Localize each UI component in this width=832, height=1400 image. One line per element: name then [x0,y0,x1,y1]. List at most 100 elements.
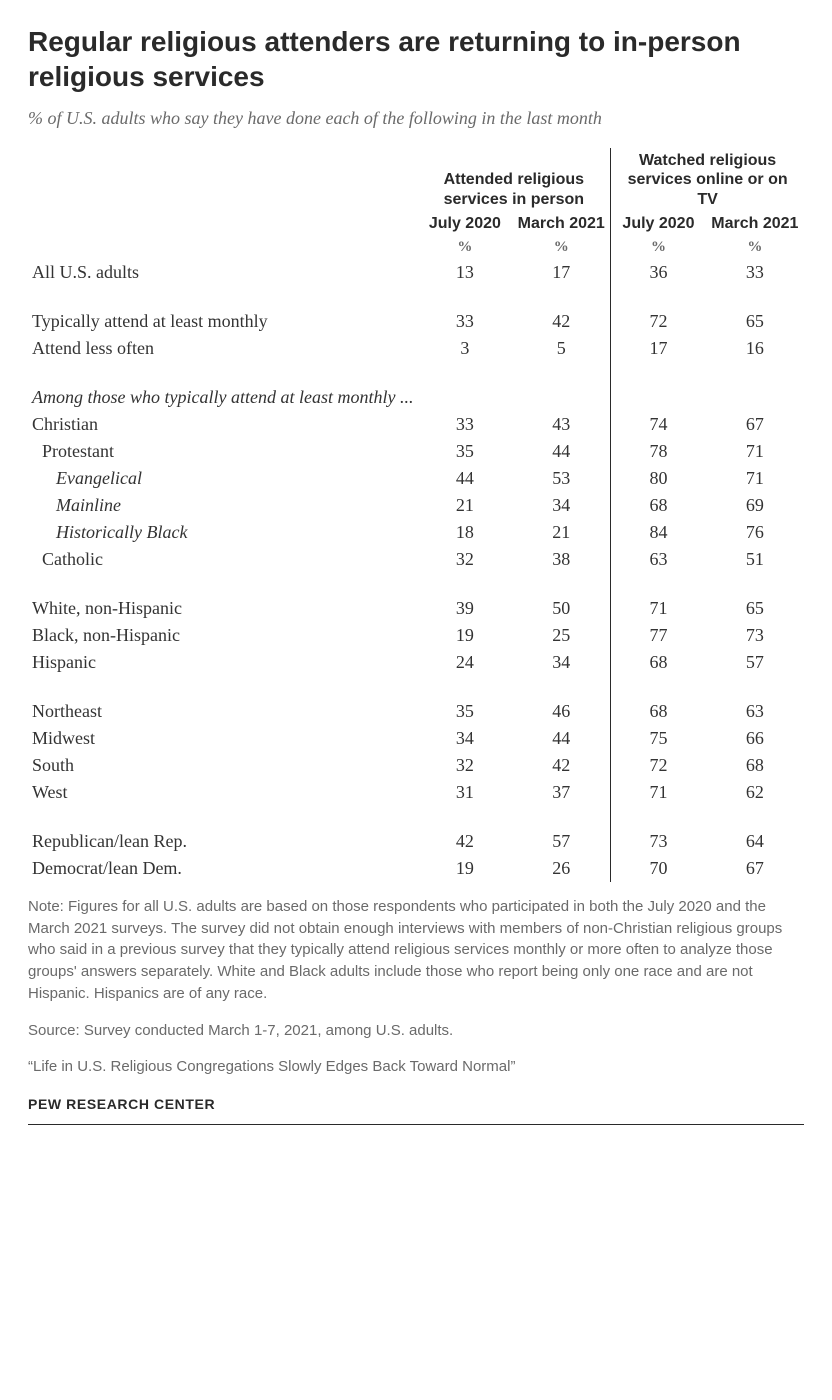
cell-value: 33 [417,308,512,335]
cell-value: 36 [611,259,706,286]
row-label: Typically attend at least monthly [28,308,417,335]
spacer [28,286,804,308]
row-label: Attend less often [28,335,417,362]
cell-value: 33 [417,411,512,438]
cell-value: 65 [706,595,804,622]
cell-value: 19 [417,622,512,649]
note-text: Note: Figures for all U.S. adults are ba… [28,896,804,1005]
cell-value: 64 [706,828,804,855]
spacer [28,676,804,698]
cell-value: 42 [417,828,512,855]
cell-value: 63 [706,698,804,725]
cell-value: 17 [512,259,610,286]
cell-value: 75 [611,725,706,752]
row-label: Democrat/lean Dem. [28,855,417,882]
cell-value: 70 [611,855,706,882]
col-group-in-person: Attended religious services in person [417,148,610,212]
cell-value: 21 [512,519,610,546]
section-header-row: Among those who typically attend at leas… [28,384,804,411]
col-march-2021-a: March 2021 [512,212,610,236]
cell-value: 67 [706,411,804,438]
cell-value: 66 [706,725,804,752]
table-row: Republican/lean Rep. 42 57 73 64 [28,828,804,855]
cell-value: 63 [611,546,706,573]
table-row: Attend less often 3 5 17 16 [28,335,804,362]
org-name: PEW RESEARCH CENTER [28,1096,804,1125]
cell-value: 39 [417,595,512,622]
cell-value: 26 [512,855,610,882]
row-label: South [28,752,417,779]
cell-value: 71 [611,779,706,806]
cell-value: 53 [512,465,610,492]
table-row: West 31 37 71 62 [28,779,804,806]
cell-value: 72 [611,752,706,779]
row-label: Mainline [28,492,417,519]
cell-value: 34 [512,649,610,676]
cell-value: 65 [706,308,804,335]
cell-value: 73 [706,622,804,649]
table-row: White, non-Hispanic 39 50 71 65 [28,595,804,622]
spacer [28,806,804,828]
row-label: Christian [28,411,417,438]
cell-value: 32 [417,752,512,779]
cell-value: 21 [417,492,512,519]
table-row: Catholic 32 38 63 51 [28,546,804,573]
cell-value: 34 [417,725,512,752]
cell-value: 35 [417,438,512,465]
cell-value: 17 [611,335,706,362]
cell-value: 3 [417,335,512,362]
cell-value: 42 [512,308,610,335]
cell-value: 68 [706,752,804,779]
cell-value: 51 [706,546,804,573]
cell-value: 25 [512,622,610,649]
col-july-2020-b: July 2020 [611,212,706,236]
row-label: Protestant [28,438,417,465]
cell-value: 71 [611,595,706,622]
col-group-online: Watched religious services online or on … [611,148,804,212]
cell-value: 50 [512,595,610,622]
group-header-row: Attended religious services in person Wa… [28,148,804,212]
source-text: Source: Survey conducted March 1-7, 2021… [28,1020,804,1042]
pct-label: % [417,236,512,259]
cell-value: 44 [417,465,512,492]
row-label: Historically Black [28,519,417,546]
cell-value: 46 [512,698,610,725]
cell-value: 77 [611,622,706,649]
table-row: Protestant 35 44 78 71 [28,438,804,465]
spacer [28,573,804,595]
cell-value: 5 [512,335,610,362]
table-row: Evangelical 44 53 80 71 [28,465,804,492]
cell-value: 44 [512,725,610,752]
sub-header-row: July 2020 March 2021 July 2020 March 202… [28,212,804,236]
cell-value: 80 [611,465,706,492]
cell-value: 44 [512,438,610,465]
row-label: Black, non-Hispanic [28,622,417,649]
table-row: Midwest 34 44 75 66 [28,725,804,752]
cell-value: 38 [512,546,610,573]
table-row: Typically attend at least monthly 33 42 … [28,308,804,335]
cell-value: 74 [611,411,706,438]
row-label: Evangelical [28,465,417,492]
table-row: Hispanic 24 34 68 57 [28,649,804,676]
cell-value: 33 [706,259,804,286]
pct-label: % [706,236,804,259]
row-label: All U.S. adults [28,259,417,286]
cell-value: 68 [611,698,706,725]
pct-label: % [611,236,706,259]
cell-value: 62 [706,779,804,806]
cell-value: 71 [706,438,804,465]
table-row: Northeast 35 46 68 63 [28,698,804,725]
spacer [28,362,804,384]
pct-label: % [512,236,610,259]
pct-header-row: % % % % [28,236,804,259]
cell-value: 84 [611,519,706,546]
table-row: South 32 42 72 68 [28,752,804,779]
cell-value: 13 [417,259,512,286]
data-table: Attended religious services in person Wa… [28,148,804,882]
cell-value: 78 [611,438,706,465]
cell-value: 73 [611,828,706,855]
row-label: Midwest [28,725,417,752]
col-march-2021-b: March 2021 [706,212,804,236]
cell-value: 67 [706,855,804,882]
cell-value: 42 [512,752,610,779]
